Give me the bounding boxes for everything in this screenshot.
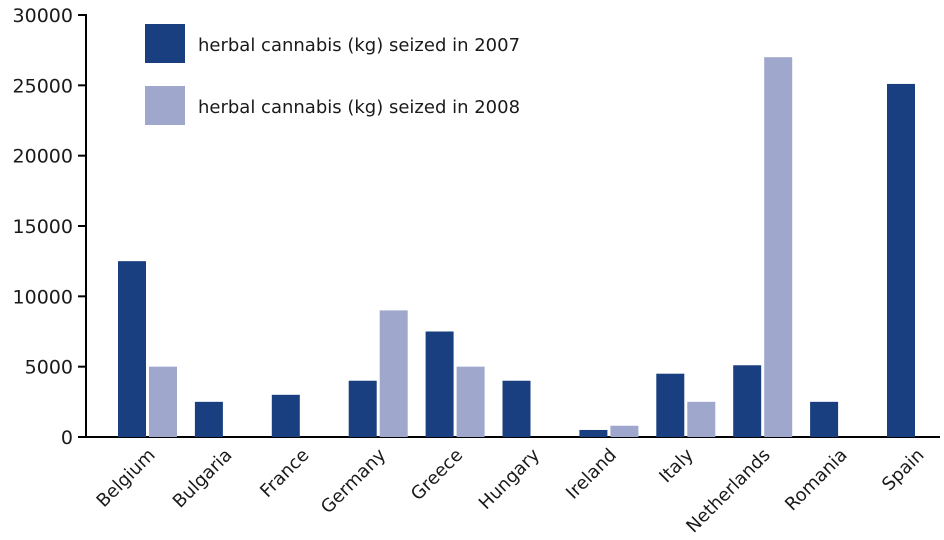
bar-italy-2008 xyxy=(687,401,716,437)
x-axis-labels: Belgium Bulgaria France Germany Greece Hungar… xyxy=(93,444,929,537)
y-tick-label: 30000 xyxy=(13,5,73,27)
bar-hungary-2007 xyxy=(502,380,531,437)
x-tick-label: Ireland xyxy=(562,445,621,504)
bar-france-2007 xyxy=(271,394,300,437)
bars xyxy=(118,57,915,437)
y-tick-label: 0 xyxy=(61,427,73,449)
bar-ireland-2007 xyxy=(579,429,608,437)
bar-netherlands-2008 xyxy=(764,57,793,437)
y-tick-label: 10000 xyxy=(13,286,73,308)
y-tick-label: 5000 xyxy=(25,357,73,379)
x-tick-label: Greece xyxy=(407,445,467,505)
x-tick-label: Spain xyxy=(878,445,928,495)
legend-swatch-2008 xyxy=(145,86,185,125)
bar-germany-2008 xyxy=(379,310,408,437)
bar-spain-2007 xyxy=(887,83,915,437)
x-tick-label: Bulgaria xyxy=(169,445,237,513)
bar-greece-2007 xyxy=(425,331,454,437)
y-tick-label: 15000 xyxy=(13,216,73,238)
bar-romania-2007 xyxy=(810,401,839,437)
bar-belgium-2007 xyxy=(118,261,146,437)
bar-italy-2007 xyxy=(656,373,685,437)
bar-belgium-2008 xyxy=(149,366,177,437)
x-tick-label: Hungary xyxy=(475,444,544,513)
x-tick-label: Belgium xyxy=(93,445,160,512)
x-tick-label: Italy xyxy=(655,444,698,487)
x-tick-label: Germany xyxy=(317,444,391,518)
bar-bulgaria-2007 xyxy=(194,401,223,437)
axes xyxy=(85,14,940,438)
x-tick-label: France xyxy=(256,445,313,502)
y-tick-label: 20000 xyxy=(13,146,73,168)
y-tick-label: 25000 xyxy=(13,75,73,97)
y-ticks: 0 5000 10000 15000 20000 25000 30000 xyxy=(13,5,86,449)
legend-label-2008: herbal cannabis (kg) seized in 2008 xyxy=(198,97,520,118)
bar-greece-2008 xyxy=(456,366,485,437)
x-tick-label: Romania xyxy=(781,445,852,516)
legend: herbal cannabis (kg) seized in 2007 herb… xyxy=(145,24,520,125)
bar-ireland-2008 xyxy=(610,425,639,437)
legend-swatch-2007 xyxy=(145,24,185,63)
bar-germany-2007 xyxy=(348,380,377,437)
bar-netherlands-2007 xyxy=(733,365,762,437)
legend-label-2007: herbal cannabis (kg) seized in 2007 xyxy=(198,35,520,56)
